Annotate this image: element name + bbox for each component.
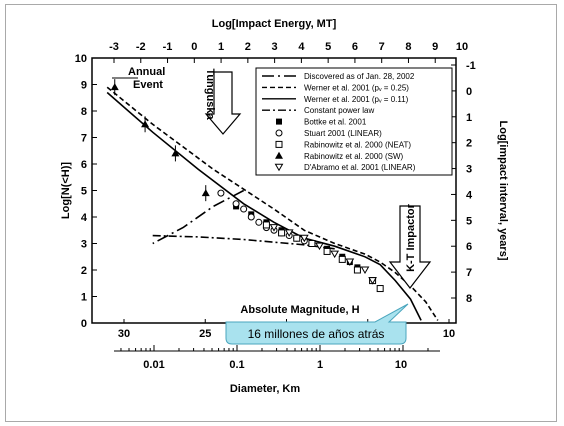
callout-text: 16 millones de años atrás	[248, 327, 385, 341]
